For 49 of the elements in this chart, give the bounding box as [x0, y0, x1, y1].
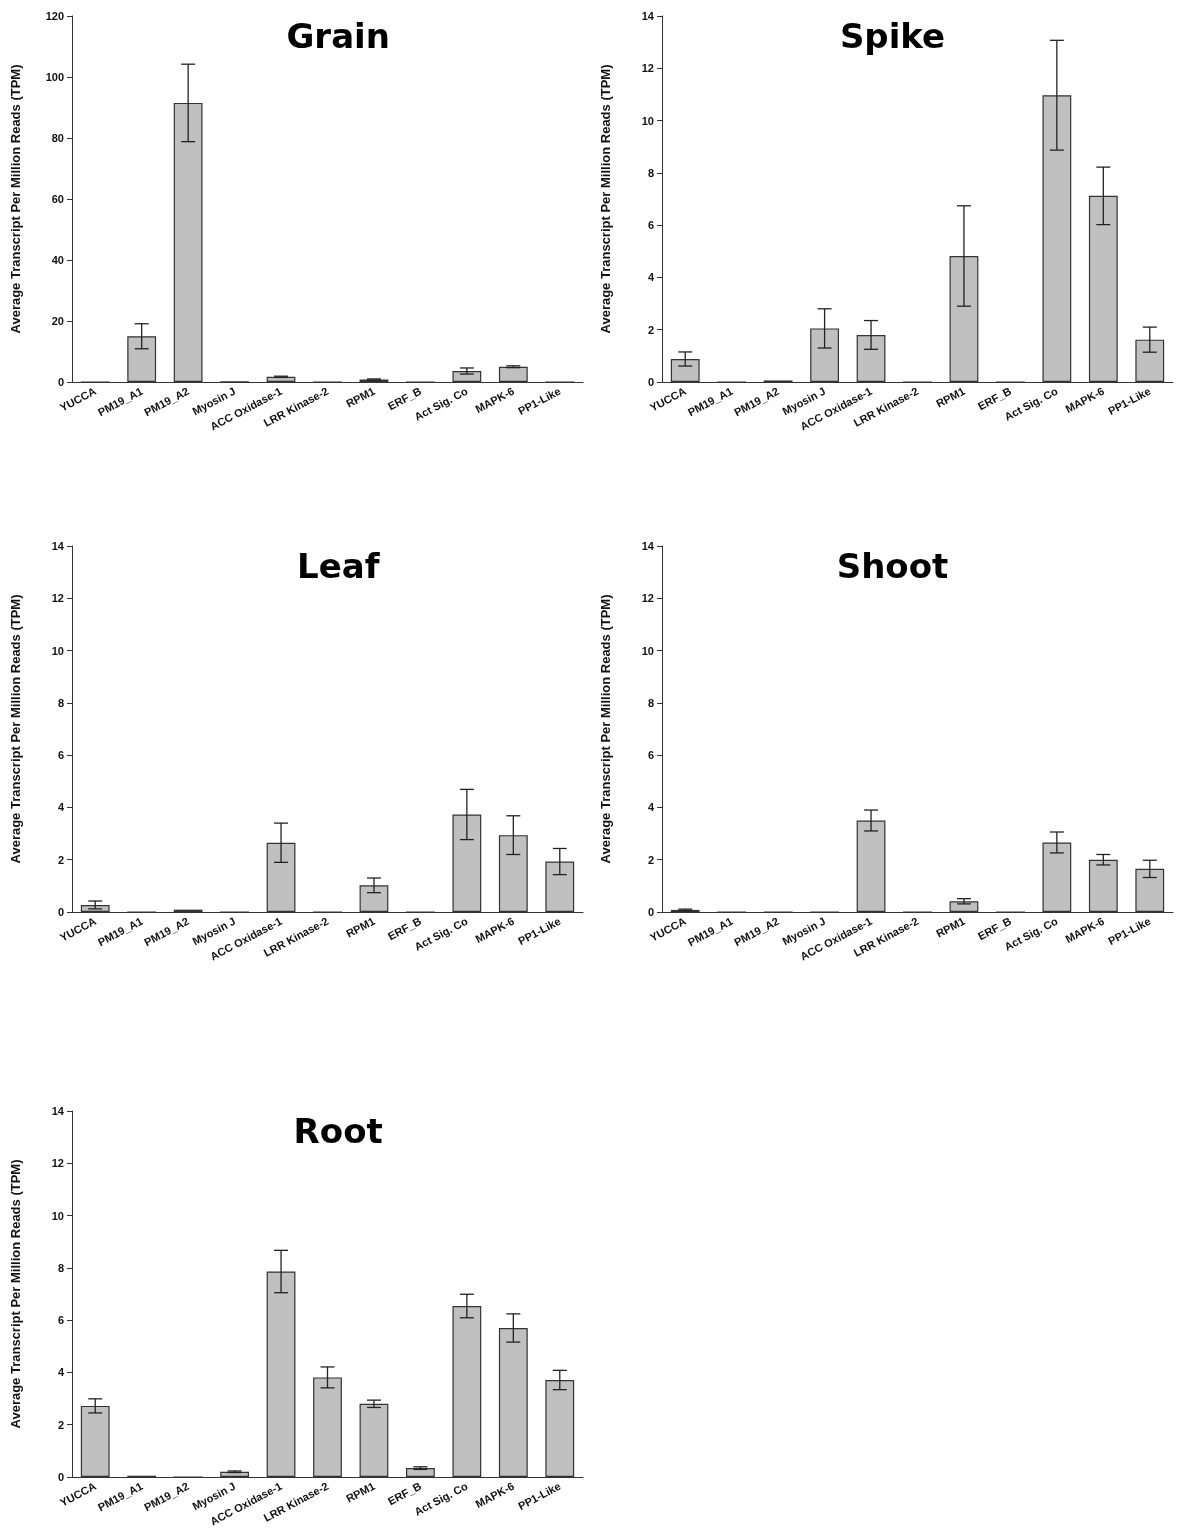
- chart-title: Grain: [286, 16, 390, 56]
- chart-title: Shoot: [836, 546, 949, 586]
- y-axis-title: Average Transcript Per Million Reads (TPM): [8, 64, 23, 334]
- y-tick-label: 2: [647, 853, 654, 866]
- y-tick-label: 60: [51, 193, 64, 205]
- chart-title: Root: [293, 1111, 383, 1151]
- y-tick-label: 0: [57, 376, 64, 388]
- y-tick-label: 80: [51, 132, 64, 144]
- y-tick-label: 8: [57, 696, 64, 709]
- y-axis-title: Average Transcript Per Million Reads (TPM): [598, 64, 613, 334]
- y-tick-label: 0: [57, 1471, 64, 1483]
- y-axis-title: Average Transcript Per Million Reads (TPM): [598, 594, 613, 864]
- y-tick-label: 12: [641, 62, 654, 75]
- y-tick-label: 4: [57, 801, 65, 814]
- y-tick-label: 120: [45, 10, 64, 22]
- y-tick-label: 6: [57, 1314, 64, 1327]
- y-tick-label: 2: [57, 1418, 64, 1431]
- y-tick-label: 8: [57, 1261, 64, 1274]
- y-tick-label: 14: [51, 1105, 65, 1117]
- y-tick-label: 0: [647, 376, 654, 388]
- y-tick-label: 0: [647, 906, 654, 918]
- y-tick-label: 20: [51, 315, 64, 327]
- chart-title: Leaf: [296, 546, 381, 586]
- y-tick-label: 6: [57, 749, 64, 762]
- y-tick-label: 0: [57, 906, 64, 918]
- y-tick-label: 6: [647, 219, 654, 232]
- y-tick-label: 14: [641, 10, 655, 22]
- y-tick-label: 4: [647, 801, 655, 814]
- y-tick-label: 14: [641, 540, 655, 552]
- chart-title: Spike: [839, 16, 946, 56]
- y-tick-label: 8: [647, 166, 654, 179]
- y-tick-label: 12: [641, 592, 654, 605]
- y-tick-label: 40: [51, 254, 64, 266]
- y-tick-label: 2: [57, 853, 64, 866]
- y-tick-label: 100: [45, 71, 64, 83]
- y-tick-label: 10: [51, 644, 64, 657]
- y-tick-label: 12: [51, 1157, 64, 1170]
- y-tick-label: 4: [647, 271, 655, 284]
- y-tick-label: 4: [57, 1366, 65, 1379]
- y-tick-label: 10: [641, 114, 654, 127]
- y-axis-title: Average Transcript Per Million Reads (TPM): [8, 594, 23, 864]
- y-tick-label: 14: [51, 540, 65, 552]
- y-tick-label: 12: [51, 592, 64, 605]
- y-tick-label: 6: [647, 749, 654, 762]
- y-tick-label: 10: [51, 1209, 64, 1222]
- y-axis-title: Average Transcript Per Million Reads (TPM): [8, 1159, 23, 1429]
- y-tick-label: 2: [647, 323, 654, 336]
- y-tick-label: 8: [647, 696, 654, 709]
- y-tick-label: 10: [641, 644, 654, 657]
